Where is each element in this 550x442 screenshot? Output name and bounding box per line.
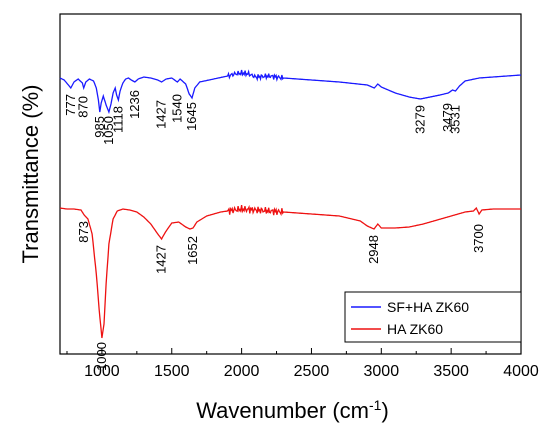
x-tick-label: 3000 bbox=[364, 363, 400, 380]
legend-label: SF+HA ZK60 bbox=[387, 299, 469, 315]
legend-label: HA ZK60 bbox=[387, 321, 443, 337]
peak-label: 2948 bbox=[366, 235, 381, 264]
y-axis-title: Transmittance (%) bbox=[18, 85, 43, 264]
peak-label: 1645 bbox=[184, 102, 199, 131]
x-tick-label: 2000 bbox=[224, 363, 260, 380]
x-tick-label: 1500 bbox=[154, 363, 190, 380]
peak-label: 3531 bbox=[448, 105, 463, 134]
peak-label: 870 bbox=[76, 96, 91, 118]
x-tick-label: 2500 bbox=[294, 363, 330, 380]
peak-label: 3700 bbox=[471, 224, 486, 253]
peak-label: 777 bbox=[63, 94, 78, 116]
series-line-sf-ha-zk60 bbox=[59, 69, 522, 115]
peak-label: 3279 bbox=[412, 105, 427, 134]
peak-label: 1540 bbox=[169, 94, 184, 123]
peak-label: 3479 bbox=[440, 103, 455, 132]
x-tick-label: 1000 bbox=[84, 363, 120, 380]
peak-label: 1652 bbox=[185, 236, 200, 265]
legend-box bbox=[344, 291, 522, 343]
x-tick-label: 3500 bbox=[433, 363, 469, 380]
peak-label: 1000 bbox=[94, 342, 109, 371]
plot-frame bbox=[59, 13, 522, 355]
x-axis-title-sup: -1 bbox=[369, 397, 382, 413]
legend: SF+HA ZK60 HA ZK60 bbox=[344, 291, 522, 343]
peak-label: 1427 bbox=[154, 100, 169, 129]
peak-label: 985 bbox=[92, 116, 107, 138]
x-axis-title: Wavenumber (cm-1) bbox=[196, 397, 389, 423]
peak-label: 1236 bbox=[127, 90, 142, 119]
x-axis-title-close: ) bbox=[381, 398, 388, 423]
x-axis-ticks: 1000 1500 2000 2500 3000 3500 4000 bbox=[66, 348, 539, 380]
series-layer bbox=[59, 69, 522, 339]
x-axis-title-main: Wavenumber (cm bbox=[196, 398, 369, 423]
x-tick-label: 4000 bbox=[503, 363, 539, 380]
peak-label: 873 bbox=[76, 221, 91, 243]
peak-label: 1427 bbox=[154, 245, 169, 274]
peak-label: 1050 bbox=[101, 116, 116, 145]
peak-label: 1118 bbox=[110, 106, 125, 133]
series-line-ha-zk60 bbox=[59, 204, 521, 339]
